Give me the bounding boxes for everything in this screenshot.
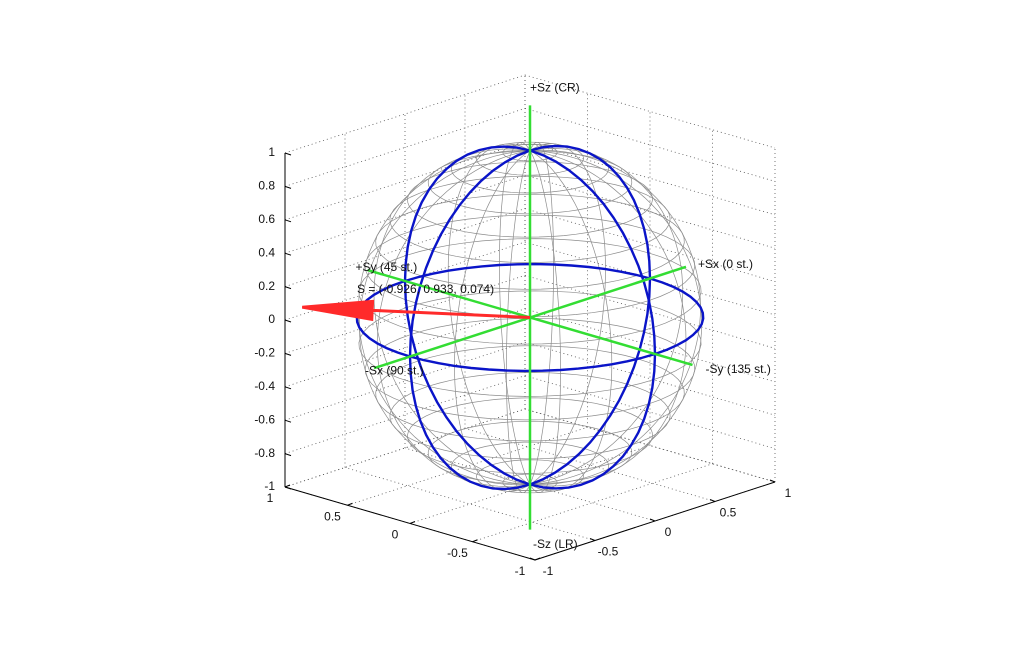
pole-label: -Sz (LR)	[533, 537, 578, 551]
z-tick-label: -0.8	[254, 446, 275, 460]
tick-mark	[529, 557, 536, 561]
z-tick-label: -0.4	[254, 379, 275, 393]
y-tick-label: 1	[785, 486, 792, 500]
tick-mark	[284, 486, 292, 490]
z-tick-label: 0.4	[258, 245, 275, 259]
tick-mark	[284, 286, 292, 290]
tick-mark	[589, 538, 596, 541]
pole-label: +Sz (CR)	[530, 81, 580, 95]
z-tick-label: 0.2	[258, 279, 275, 293]
tick-mark	[284, 252, 292, 256]
y-tick-label: 0	[665, 525, 672, 539]
x-tick-label: 0.5	[324, 509, 341, 523]
tick-mark	[284, 219, 292, 223]
tick-mark	[284, 386, 292, 390]
x-tick-label: 0	[392, 528, 399, 542]
z-tick-label: -0.6	[254, 412, 275, 426]
z-tick-label: 0	[268, 312, 275, 326]
tick-mark	[709, 499, 716, 502]
tick-mark	[284, 352, 292, 356]
tick-mark	[347, 502, 353, 506]
pole-label: -Sy (135 st.)	[706, 362, 771, 376]
tick-mark	[284, 319, 292, 323]
tick-mark	[472, 539, 478, 543]
tick-mark	[284, 419, 292, 423]
tick-mark	[284, 484, 291, 488]
y-tick-label: 0.5	[720, 506, 737, 520]
tick-mark	[284, 453, 292, 457]
x-tick-label: -1	[515, 564, 526, 578]
tick-mark	[769, 479, 776, 483]
vector-label: S = (-0.926, 0.933, 0.074)	[357, 282, 494, 296]
tick-mark	[284, 185, 292, 189]
z-tick-label: 1	[268, 145, 275, 159]
x-tick-label: 1	[267, 491, 274, 505]
pole-label: +Sx (0 st.)	[698, 257, 753, 271]
z-tick-label: 0.8	[258, 179, 275, 193]
pole-label: +Sy (45 st.)	[356, 260, 418, 274]
z-tick-label: -1	[264, 479, 275, 493]
z-tick-label: 0.6	[258, 212, 275, 226]
tick-mark	[534, 557, 541, 561]
tick-mark	[409, 521, 416, 524]
y-tick-label: -1	[543, 564, 554, 578]
pole-label: -Sx (90 st.)	[365, 363, 424, 377]
y-tick-label: -0.5	[598, 545, 619, 559]
tick-mark	[649, 518, 656, 522]
tick-mark	[284, 152, 292, 156]
x-tick-label: -0.5	[447, 546, 468, 560]
z-tick-label: -0.2	[254, 346, 275, 360]
stokes-vector	[301, 299, 531, 322]
